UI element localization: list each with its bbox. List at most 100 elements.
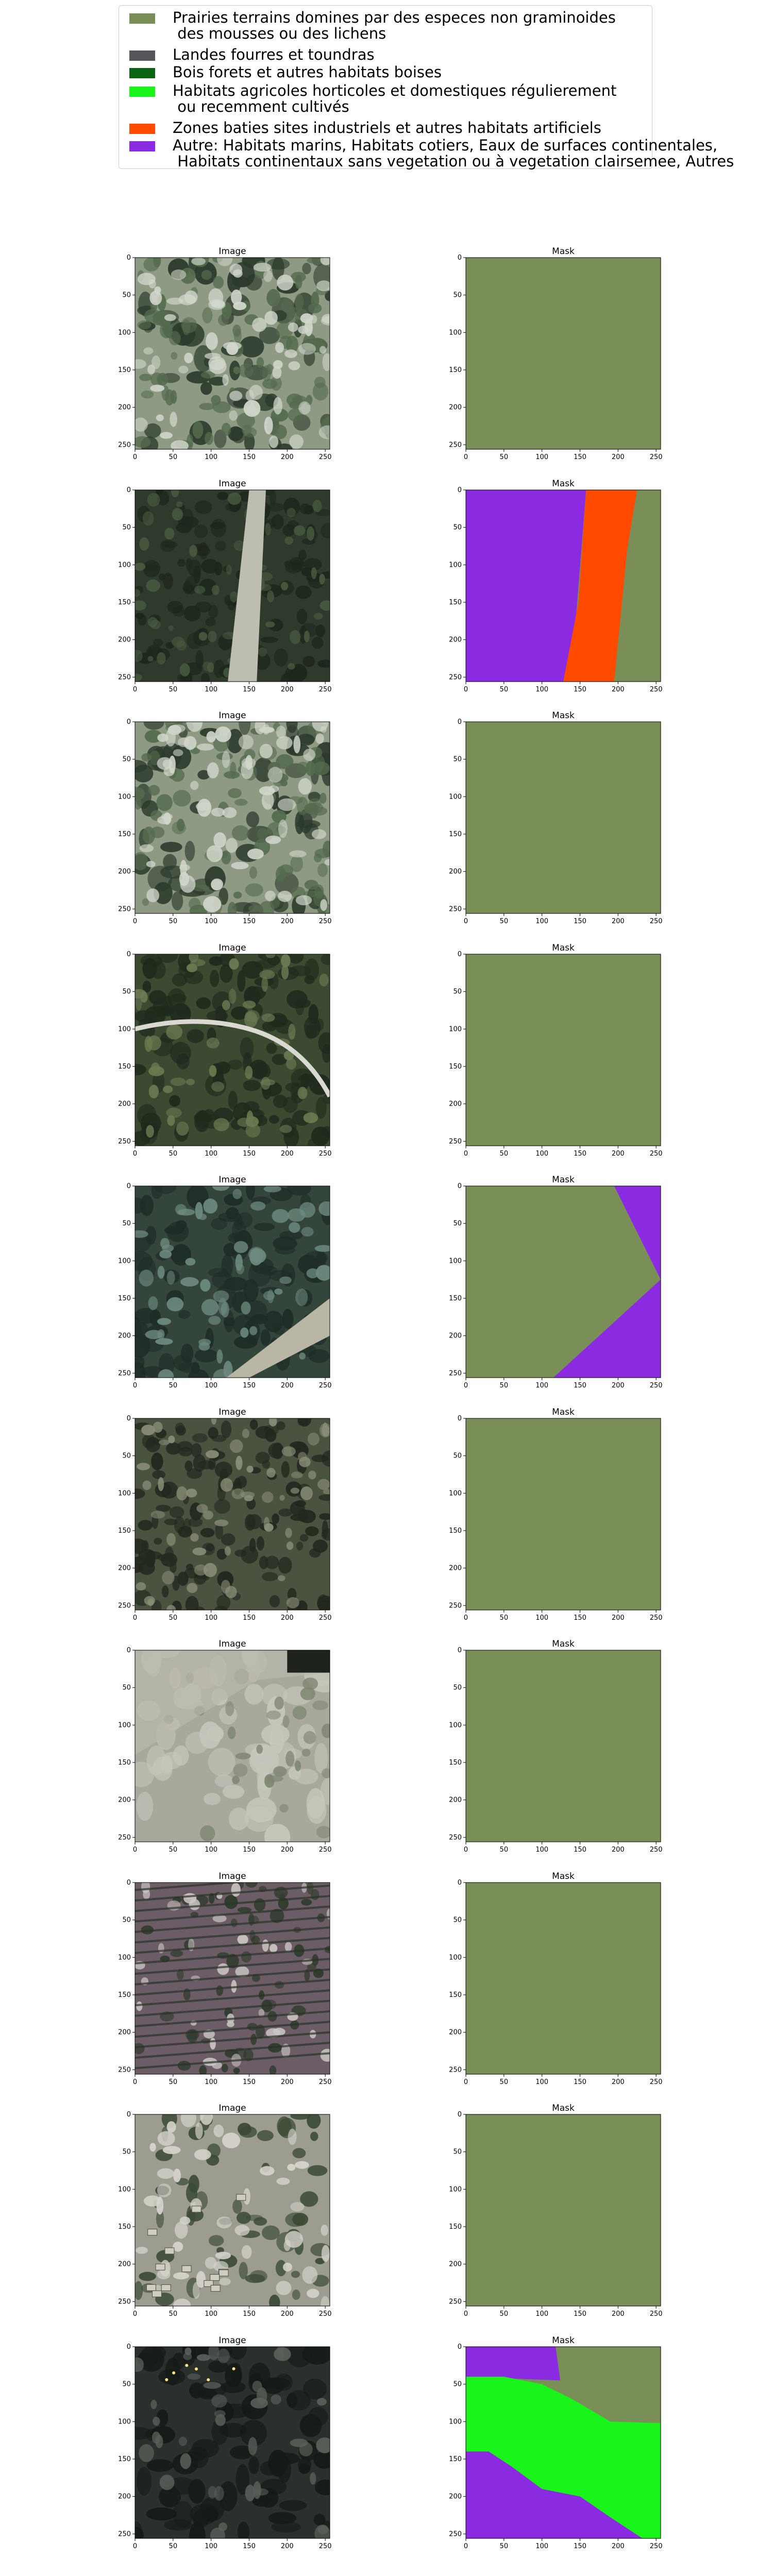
y-tick-label: 150 [118, 1759, 131, 1767]
image-panel: 0 50 100 150 200 250 0 50 100 150 200 250 Image [117, 2103, 334, 2330]
mask-title: Mask [552, 2335, 575, 2346]
y-tick-label: 0 [127, 486, 131, 494]
x-tick-label: 50 [169, 1614, 178, 1622]
image-panel: 0 50 100 150 200 250 0 50 100 150 200 250 Image [117, 943, 334, 1170]
x-tick-label: 100 [535, 1382, 548, 1389]
axes-frame [465, 1882, 661, 2074]
x-tick-label: 200 [281, 2078, 294, 2086]
image-title: Image [219, 1175, 246, 1185]
aerial-image [135, 1186, 330, 1378]
x-tick-label: 100 [535, 1150, 548, 1158]
x-tick-label: 150 [574, 2543, 586, 2550]
y-tick-label: 150 [449, 1991, 462, 1998]
x-tick-label: 100 [535, 918, 548, 925]
x-tick-label: 250 [319, 918, 332, 925]
legend-swatch [129, 68, 155, 78]
y-tick-label: 250 [449, 673, 462, 681]
y-tick-label: 150 [449, 1759, 462, 1767]
y-tick-label: 250 [118, 2066, 131, 2074]
y-tick-label: 150 [449, 2223, 462, 2231]
x-tick-label: 50 [169, 1382, 178, 1389]
x-tick-label: 50 [500, 453, 509, 461]
y-tick-label: 150 [118, 1527, 131, 1534]
mask-region-autre [466, 2346, 561, 2380]
x-tick-label: 0 [464, 1150, 468, 1158]
x-tick-label: 50 [169, 2078, 178, 2086]
image-panel: 0 50 100 150 200 250 0 50 100 150 200 250 Image [117, 1175, 334, 1401]
x-tick-label: 250 [650, 1382, 663, 1389]
x-tick-label: 250 [319, 1846, 332, 1854]
axes-frame [465, 1418, 661, 1610]
segmentation-mask [466, 1186, 661, 1378]
y-tick-label: 250 [449, 441, 462, 449]
axes-frame [465, 2346, 661, 2538]
x-tick-label: 50 [169, 2310, 178, 2318]
y-tick-label: 0 [458, 1415, 462, 1422]
x-tick-label: 150 [574, 1614, 586, 1622]
y-tick-label: 200 [118, 1100, 131, 1108]
x-tick-label: 250 [650, 453, 663, 461]
y-tick-label: 150 [449, 1527, 462, 1534]
mask-title: Mask [552, 478, 575, 489]
x-tick-label: 150 [574, 686, 586, 693]
legend-label: Zones baties sites industriels et autres… [173, 119, 601, 137]
y-tick-label: 50 [122, 1684, 131, 1692]
y-tick-label: 150 [118, 1062, 131, 1070]
segmentation-mask [466, 1882, 661, 2074]
y-tick-label: 250 [449, 1602, 462, 1609]
y-tick-label: 100 [449, 561, 462, 569]
y-tick-label: 250 [449, 1369, 462, 1377]
axes-frame [135, 1185, 330, 1378]
x-tick-label: 100 [205, 1614, 217, 1622]
legend-swatch [129, 50, 155, 61]
y-tick-label: 150 [449, 1062, 462, 1070]
mask-panel: 0 50 100 150 200 250 0 50 100 150 200 250 Mask [448, 943, 665, 1170]
y-tick-label: 200 [449, 1797, 462, 1804]
x-tick-label: 100 [535, 686, 548, 693]
segmentation-mask [466, 1650, 661, 1842]
x-tick-label: 250 [650, 2543, 663, 2550]
legend-swatch [129, 141, 155, 151]
y-tick-label: 200 [449, 868, 462, 876]
x-tick-label: 200 [612, 686, 625, 693]
y-tick-label: 200 [449, 2261, 462, 2268]
x-tick-label: 200 [612, 2310, 625, 2318]
axes-frame [465, 721, 661, 914]
y-tick-label: 50 [122, 292, 131, 299]
y-tick-label: 50 [453, 988, 462, 995]
x-tick-label: 250 [650, 686, 663, 693]
x-tick-label: 0 [133, 1614, 137, 1622]
x-tick-label: 100 [535, 2078, 548, 2086]
y-tick-label: 50 [453, 292, 462, 299]
y-tick-label: 100 [118, 1954, 131, 1961]
x-tick-label: 150 [574, 1150, 586, 1158]
segmentation-mask [466, 2346, 661, 2538]
y-tick-label: 0 [127, 2343, 131, 2351]
x-tick-label: 200 [612, 918, 625, 925]
y-tick-label: 50 [122, 1452, 131, 1460]
x-tick-label: 200 [612, 1150, 625, 1158]
y-tick-label: 100 [118, 2185, 131, 2193]
aerial-image [135, 489, 330, 682]
image-panel: 0 50 100 150 200 250 0 50 100 150 200 250 Image [117, 1407, 334, 1634]
x-tick-label: 50 [500, 1846, 509, 1854]
x-tick-label: 250 [650, 1614, 663, 1622]
y-tick-label: 100 [118, 1721, 131, 1729]
y-tick-label: 100 [118, 1025, 131, 1033]
mask-region-autre [466, 489, 586, 682]
x-tick-label: 250 [650, 2078, 663, 2086]
mask-region-autre [466, 2451, 643, 2538]
y-tick-label: 100 [118, 1489, 131, 1497]
panel-row: 0 50 100 150 200 250 0 50 100 150 200 250 Image 0 50 10… [0, 943, 773, 1175]
x-tick-label: 50 [500, 686, 509, 693]
x-tick-label: 150 [243, 2543, 256, 2550]
y-tick-label: 250 [118, 1138, 131, 1145]
y-tick-label: 100 [118, 329, 131, 336]
y-tick-label: 50 [453, 756, 462, 764]
y-tick-label: 250 [118, 1602, 131, 1609]
y-tick-label: 50 [122, 523, 131, 531]
y-tick-label: 0 [127, 1182, 131, 1190]
x-tick-label: 100 [205, 453, 217, 461]
